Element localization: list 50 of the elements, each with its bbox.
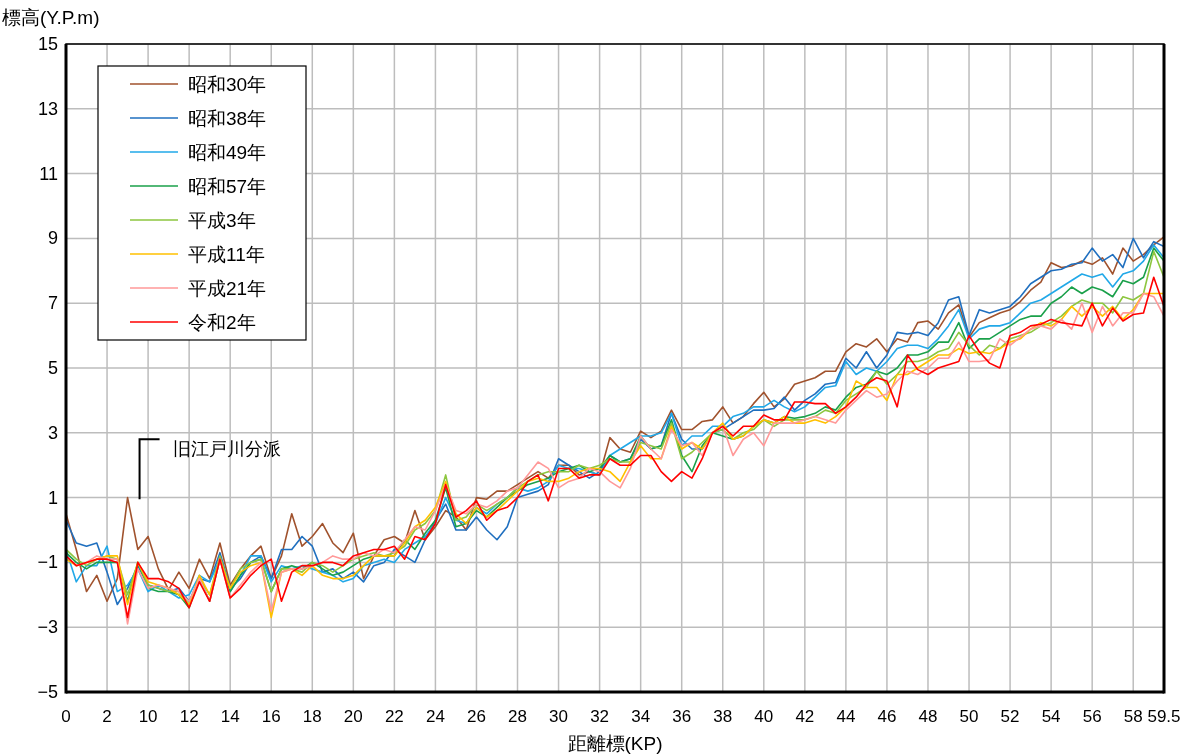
x-tick-label: 24 [425, 707, 445, 726]
legend-label: 令和2年 [188, 312, 256, 333]
y-axis-title: 標高(Y.P.m) [2, 7, 100, 28]
annotation: 旧江戸川分派 [172, 439, 281, 460]
y-tick-label: 9 [47, 228, 58, 249]
x-tick-label: 32 [590, 707, 610, 726]
x-tick-label: 22 [384, 707, 404, 726]
y-tick-label: 15 [37, 34, 58, 54]
x-tick-label: 14 [220, 707, 240, 726]
x-tick-label: 54 [1041, 707, 1061, 726]
y-tick-label: −5 [37, 682, 58, 702]
x-tick-label: 40 [754, 707, 774, 726]
x-tick-label: 0 [61, 707, 71, 726]
x-tick-label: 38 [713, 707, 733, 726]
x-tick-label: 16 [261, 707, 281, 726]
x-tick-label: 50 [959, 707, 979, 726]
y-tick-label: 3 [47, 422, 58, 443]
legend-label: 昭和30年 [188, 74, 267, 95]
x-tick-label: 59.5 [1147, 707, 1181, 726]
x-tick-label: 28 [508, 707, 527, 726]
y-tick-label: 5 [47, 358, 58, 378]
legend-label: 平成21年 [188, 278, 267, 299]
x-tick-label: 52 [1000, 707, 1020, 726]
legend-label: 平成3年 [188, 210, 256, 231]
x-tick-label: 20 [343, 707, 363, 726]
x-tick-label: 26 [467, 707, 486, 726]
y-tick-label: −1 [37, 552, 58, 573]
x-tick-label: 44 [836, 707, 856, 726]
x-tick-label: 42 [795, 707, 815, 726]
y-tick-label: 11 [39, 163, 58, 184]
x-tick-label: 36 [672, 707, 692, 726]
x-tick-label: 58 [1123, 707, 1143, 726]
x-tick-label: 30 [549, 707, 569, 726]
x-tick-label: 2 [102, 707, 112, 726]
legend-label: 昭和57年 [188, 176, 267, 197]
x-tick-label: 56 [1082, 707, 1102, 726]
x-tick-label: 46 [877, 707, 897, 726]
legend-label: 平成11年 [188, 244, 265, 265]
y-tick-label: 1 [47, 487, 58, 508]
x-tick-label: 18 [302, 707, 322, 726]
x-tick-label: 34 [631, 707, 651, 726]
x-tick-label: 48 [918, 707, 938, 726]
x-tick-label: 12 [179, 707, 199, 726]
y-tick-label: 13 [37, 98, 58, 119]
y-tick-label: 7 [47, 293, 58, 314]
legend-label: 昭和49年 [188, 142, 267, 163]
x-axis-title: 距離標(KP) [567, 733, 663, 754]
x-tick-label: 10 [138, 707, 158, 726]
legend-label: 昭和38年 [188, 108, 267, 129]
y-tick-label: −3 [37, 617, 58, 638]
